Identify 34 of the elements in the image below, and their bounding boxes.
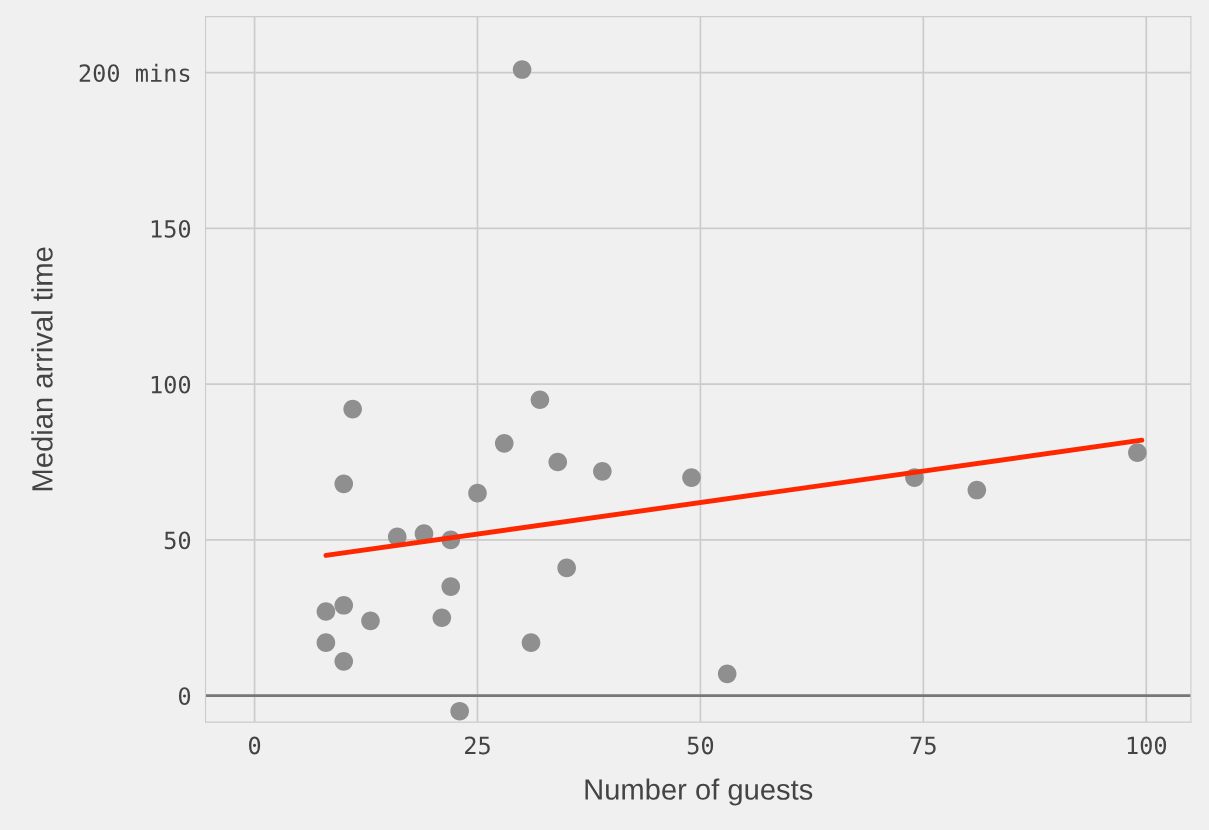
x-tick-label: 100 <box>1127 736 1167 755</box>
point <box>967 480 987 500</box>
y-tick-label: 0 <box>178 687 191 705</box>
point <box>334 652 354 671</box>
y-tick-label: 200 mins <box>79 63 190 83</box>
point <box>530 390 550 410</box>
point <box>557 558 576 578</box>
point <box>316 633 336 652</box>
y-tick-label: 100 <box>151 375 191 394</box>
point <box>717 664 737 684</box>
y-tick-label: 50 <box>164 531 191 550</box>
point <box>432 608 452 628</box>
point <box>361 611 380 631</box>
point <box>441 577 461 596</box>
point <box>334 595 354 615</box>
x-tick-label: 25 <box>465 736 490 755</box>
point <box>682 468 701 487</box>
x-tick-label: 50 <box>687 736 714 755</box>
x-axis-title: Number of guests <box>585 778 813 806</box>
point <box>334 474 354 494</box>
point <box>494 434 514 453</box>
point <box>450 701 469 721</box>
y-axis-title: Median arrival time <box>31 247 53 491</box>
point <box>512 60 532 79</box>
point <box>548 452 568 472</box>
x-tick-label: 0 <box>249 736 261 755</box>
point <box>343 399 362 419</box>
point <box>593 462 612 481</box>
point <box>521 633 541 652</box>
x-tick-label: 75 <box>910 736 936 755</box>
point <box>316 602 336 621</box>
y-tick-label: 150 <box>151 219 191 238</box>
point <box>1128 443 1147 462</box>
point <box>468 483 487 503</box>
